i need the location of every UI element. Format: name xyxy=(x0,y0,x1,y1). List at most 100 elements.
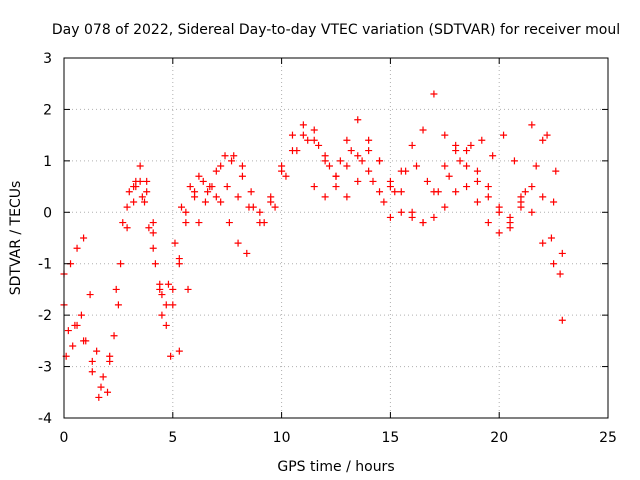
data-point xyxy=(408,141,416,149)
data-point xyxy=(386,213,394,221)
data-point xyxy=(310,126,318,134)
data-point xyxy=(77,311,85,319)
data-point xyxy=(293,147,301,155)
data-point xyxy=(282,172,290,180)
data-point xyxy=(500,131,508,139)
data-point xyxy=(376,188,384,196)
data-point xyxy=(149,244,157,252)
data-point xyxy=(169,285,177,293)
data-point xyxy=(156,280,164,288)
data-point xyxy=(117,260,125,268)
data-point xyxy=(343,136,351,144)
data-point xyxy=(130,198,138,206)
data-point xyxy=(141,198,149,206)
data-point xyxy=(191,188,199,196)
x-tick-label: 5 xyxy=(168,430,177,446)
y-tick-label: 0 xyxy=(43,205,52,221)
data-point xyxy=(182,219,190,227)
y-tick-label: -3 xyxy=(38,360,52,376)
data-point xyxy=(495,229,503,237)
data-point xyxy=(256,208,264,216)
data-point xyxy=(441,162,449,170)
data-point xyxy=(138,193,146,201)
data-point xyxy=(123,224,131,232)
data-point xyxy=(80,234,88,242)
data-point xyxy=(278,167,286,175)
data-point xyxy=(539,136,547,144)
data-point xyxy=(299,121,307,129)
data-point xyxy=(369,177,377,185)
y-tick-label: -4 xyxy=(38,411,52,427)
data-point xyxy=(158,291,166,299)
data-point xyxy=(510,157,518,165)
data-point xyxy=(217,198,225,206)
data-point xyxy=(186,183,194,191)
data-point xyxy=(80,337,88,345)
data-point xyxy=(528,183,536,191)
data-point xyxy=(73,244,81,252)
data-point xyxy=(149,229,157,237)
data-point xyxy=(119,219,127,227)
data-point xyxy=(347,147,355,155)
data-point xyxy=(467,141,475,149)
data-point xyxy=(217,162,225,170)
data-point xyxy=(195,172,203,180)
data-point xyxy=(162,301,170,309)
data-marks xyxy=(60,90,566,401)
data-point xyxy=(71,321,79,329)
data-point xyxy=(234,239,242,247)
data-point xyxy=(201,198,209,206)
chart-title: Day 078 of 2022, Sidereal Day-to-day VTE… xyxy=(52,22,620,38)
data-point xyxy=(365,167,373,175)
data-point xyxy=(158,311,166,319)
data-point xyxy=(260,219,268,227)
data-point xyxy=(528,208,536,216)
data-point xyxy=(365,136,373,144)
data-point xyxy=(539,239,547,247)
data-point xyxy=(556,270,564,278)
data-point xyxy=(230,152,238,160)
data-point xyxy=(528,121,536,129)
data-point xyxy=(151,260,159,268)
data-point xyxy=(88,357,96,365)
data-point xyxy=(506,224,514,232)
data-point xyxy=(310,183,318,191)
data-point xyxy=(484,219,492,227)
data-point xyxy=(463,162,471,170)
x-tick-label: 25 xyxy=(599,430,617,446)
data-point xyxy=(354,177,362,185)
data-point xyxy=(495,208,503,216)
x-tick-label: 10 xyxy=(273,430,291,446)
data-point xyxy=(452,141,460,149)
data-point xyxy=(430,90,438,98)
data-point xyxy=(315,141,323,149)
data-point xyxy=(171,239,179,247)
data-point xyxy=(397,188,405,196)
data-point xyxy=(336,157,344,165)
data-point xyxy=(539,193,547,201)
data-point xyxy=(419,219,427,227)
data-point xyxy=(532,162,540,170)
data-point xyxy=(212,193,220,201)
data-point xyxy=(463,147,471,155)
data-point xyxy=(332,172,340,180)
data-point xyxy=(354,116,362,124)
data-point xyxy=(550,260,558,268)
data-point xyxy=(143,177,151,185)
data-point xyxy=(489,152,497,160)
data-point xyxy=(445,172,453,180)
data-point xyxy=(304,136,312,144)
data-point xyxy=(234,193,242,201)
series-4 xyxy=(130,116,566,329)
data-point xyxy=(249,203,257,211)
data-point xyxy=(164,280,172,288)
data-point xyxy=(473,198,481,206)
data-point xyxy=(125,188,133,196)
series-1 xyxy=(60,121,566,401)
data-point xyxy=(419,126,427,134)
data-point xyxy=(114,301,122,309)
data-point xyxy=(221,152,229,160)
data-point xyxy=(145,224,153,232)
